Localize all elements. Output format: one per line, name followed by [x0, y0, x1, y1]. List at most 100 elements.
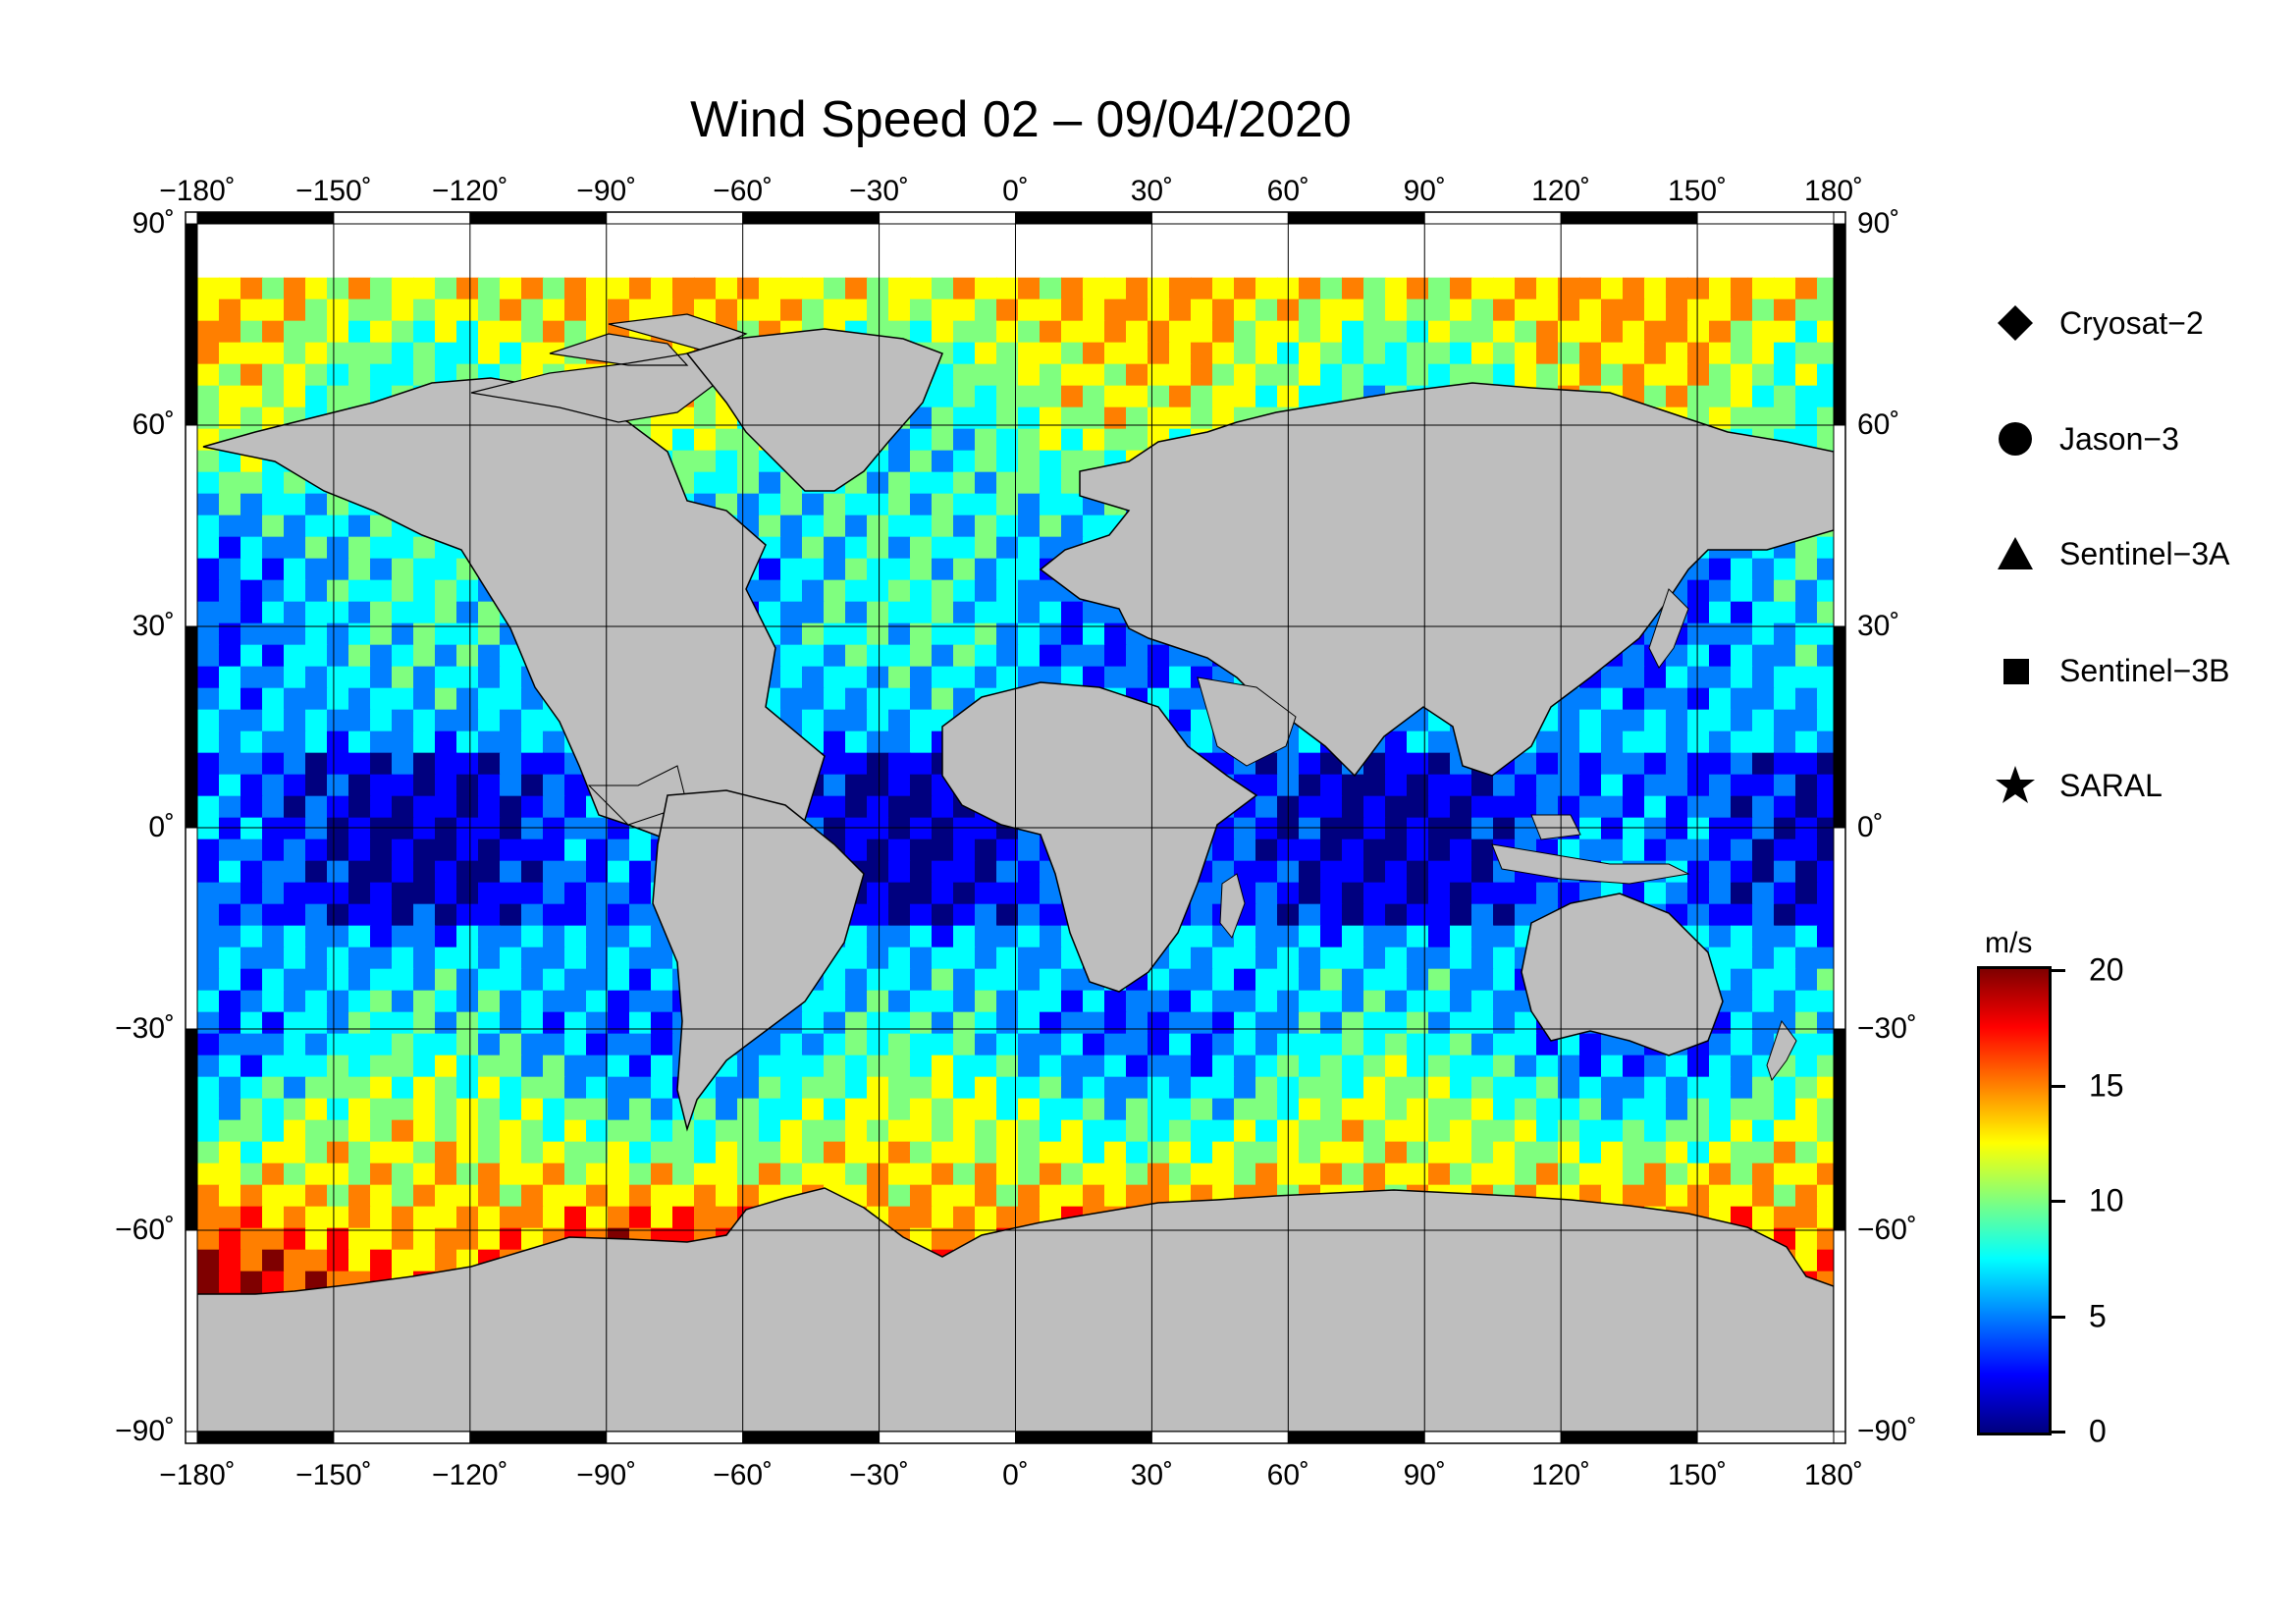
wind-cell [802, 579, 825, 603]
wind-cell [284, 558, 306, 581]
wind-cell [1363, 1163, 1386, 1186]
frame-segment [185, 827, 198, 1030]
wind-cell [1320, 320, 1343, 344]
wind-cell [262, 968, 285, 992]
wind-cell [1817, 947, 1834, 970]
wind-cell [932, 450, 954, 473]
wind-cell [1212, 1033, 1235, 1056]
wind-cell [392, 1249, 414, 1272]
wind-cell [348, 903, 371, 927]
wind-cell [1040, 1119, 1062, 1143]
wind-cell [1342, 903, 1364, 927]
lon-tick-label: −30˚ [849, 175, 910, 207]
wind-cell [564, 1055, 587, 1078]
wind-cell [1731, 579, 1753, 603]
wind-cell [305, 579, 328, 603]
wind-cell [867, 774, 889, 797]
wind-cell [1795, 752, 1818, 776]
wind-cell [262, 1184, 285, 1208]
wind-cell [996, 1033, 1019, 1056]
wind-cell [197, 320, 220, 344]
lat-tick-label: −60˚ [115, 1214, 175, 1246]
wind-cell [1407, 1033, 1429, 1056]
wind-cell [1644, 1098, 1667, 1121]
wind-cell [1083, 342, 1105, 365]
frame-segment [1833, 625, 1846, 829]
wind-cell [996, 622, 1019, 646]
wind-cell [478, 644, 501, 668]
wind-cell [197, 1249, 220, 1272]
wind-cell [845, 298, 868, 322]
wind-cell [1299, 817, 1321, 840]
wind-cell [500, 752, 522, 776]
wind-cell [824, 752, 846, 776]
wind-cell [1385, 903, 1408, 927]
wind-cell [305, 1055, 328, 1078]
wind-cell [629, 1055, 652, 1078]
wind-cell [240, 1011, 263, 1035]
wind-cell [500, 903, 522, 927]
wind-cell [1320, 363, 1343, 387]
wind-cell [1169, 687, 1192, 711]
wind-cell [370, 644, 393, 668]
wind-cell [1731, 558, 1753, 581]
landmass-madagascar [1219, 873, 1246, 940]
wind-cell [564, 1098, 587, 1121]
wind-cell [262, 1076, 285, 1100]
wind-cell [824, 774, 846, 797]
wind-cell [586, 817, 609, 840]
wind-cell [1752, 644, 1775, 668]
wind-cell [392, 795, 414, 819]
wind-cell [1255, 1033, 1278, 1056]
wind-cell [219, 709, 241, 732]
wind-cell [996, 1141, 1019, 1164]
wind-cell [1817, 1141, 1834, 1164]
wind-cell [1731, 817, 1753, 840]
wind-cell [1644, 687, 1667, 711]
wind-cell [1148, 1184, 1170, 1208]
wind-cell [348, 1055, 371, 1078]
wind-cell [521, 342, 544, 365]
colorbar-tick-mark [2052, 1315, 2065, 1319]
wind-cell [1558, 1033, 1580, 1056]
wind-cell [392, 1098, 414, 1121]
wind-cell [1407, 839, 1429, 862]
wind-cell [1234, 320, 1256, 344]
wind-cell [1234, 1055, 1256, 1078]
wind-cell [305, 1249, 328, 1272]
wind-cell [975, 990, 997, 1013]
wind-cell [1774, 666, 1796, 689]
wind-cell [910, 644, 933, 668]
wind-cell [845, 925, 868, 948]
wind-cell [1817, 709, 1834, 732]
wind-cell [348, 1184, 371, 1208]
wind-cell [1817, 601, 1834, 624]
wind-cell [1774, 968, 1796, 992]
wind-cell [716, 1206, 738, 1229]
landmass-greenland [685, 328, 943, 492]
frame-segment [606, 1431, 744, 1444]
wind-cell [1191, 342, 1213, 365]
wind-cell [1450, 1163, 1472, 1186]
wind-cell [284, 1119, 306, 1143]
wind-cell [262, 925, 285, 948]
wind-cell [1385, 342, 1408, 365]
wind-cell [1795, 298, 1818, 322]
wind-cell [1061, 622, 1084, 646]
wind-cell [413, 1227, 436, 1251]
wind-cell [932, 1184, 954, 1208]
wind-cell [1817, 320, 1834, 344]
wind-cell [456, 990, 479, 1013]
wind-cell [694, 1163, 717, 1186]
wind-cell [500, 774, 522, 797]
wind-cell [996, 450, 1019, 473]
wind-cell [1191, 990, 1213, 1013]
wind-cell [1601, 1119, 1624, 1143]
wind-cell [305, 1141, 328, 1164]
lat-tick-label: 90˚ [1857, 207, 1900, 240]
wind-cell [1234, 1011, 1256, 1035]
wind-cell [219, 817, 241, 840]
wind-cell [1536, 363, 1559, 387]
wind-cell [867, 839, 889, 862]
lon-tick-label: −120˚ [432, 175, 508, 207]
